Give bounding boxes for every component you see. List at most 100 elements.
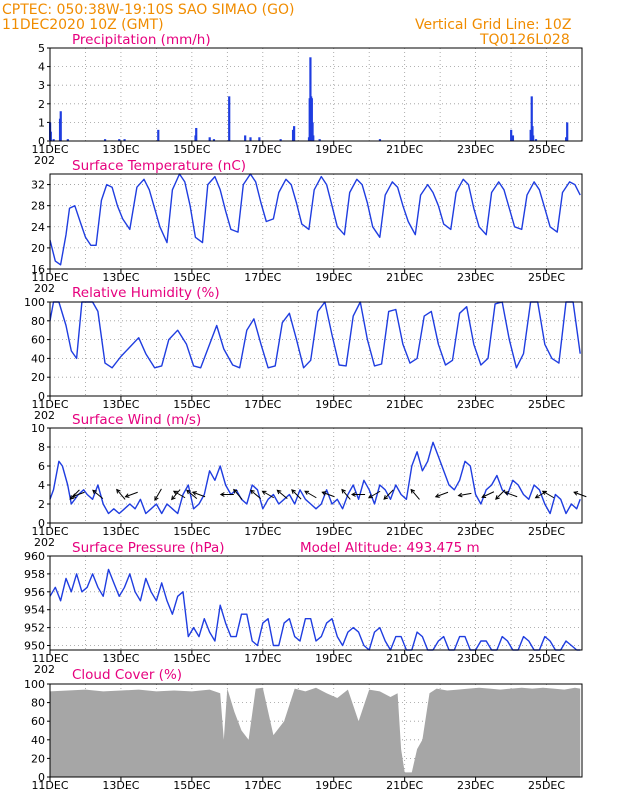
- station-header: CPTEC: 050:38W-19:10S SAO SIMAO (GO): [2, 2, 294, 18]
- x-tick-label: 19DEC: [315, 398, 352, 411]
- y-tick-label: 0: [38, 517, 45, 530]
- y-tick-label: 20: [31, 371, 45, 384]
- x-tick-label: 25DEC: [528, 398, 565, 411]
- precip-bar: [532, 135, 535, 141]
- wind-arrow: [186, 489, 198, 500]
- y-tick-label: 80: [31, 697, 45, 710]
- wind-arrow: [71, 491, 85, 498]
- precip-bar: [279, 139, 282, 141]
- x-tick-label: 13DEC: [102, 525, 139, 538]
- precip-bar: [293, 126, 296, 141]
- precip-bar: [510, 129, 513, 141]
- x-tick-label: 25DEC: [528, 271, 565, 284]
- precip-bar: [534, 139, 538, 141]
- precip-bar: [118, 139, 121, 141]
- cloud-cover-title: Cloud Cover (%): [72, 667, 182, 683]
- data-line: [49, 173, 581, 266]
- y-tick-label: 100: [24, 296, 45, 309]
- precip-bar: [258, 137, 261, 141]
- x-tick-label: 19DEC: [315, 652, 352, 665]
- y-tick-label: 10: [31, 422, 45, 435]
- panel-cloud-cover: Cloud Cover (%) 0 20 40 60 80 100 11DEC 13DEC 15…: [24, 667, 583, 792]
- plot-area: [50, 48, 582, 141]
- wind-arrow: [481, 491, 495, 499]
- x-tick-label: 13DEC: [102, 143, 139, 156]
- x-tick-label: 19DEC: [315, 525, 352, 538]
- model-code: TQ0126L028: [479, 32, 570, 48]
- y-tick-label: 4: [38, 479, 45, 492]
- precip-bar: [195, 127, 198, 141]
- wind-title: Surface Wind (m/s): [72, 412, 201, 428]
- x-tick-label: 21DEC: [386, 271, 423, 284]
- wind-arrow: [495, 489, 506, 500]
- y-tick-label: 20: [31, 242, 45, 255]
- y-tick-label: 5: [38, 42, 45, 55]
- wind-arrow: [261, 490, 274, 499]
- x-tick-label: 17DEC: [244, 271, 281, 284]
- precip-bar: [531, 126, 534, 141]
- y-tick-label: 3: [38, 79, 45, 92]
- panel-pressure: Surface Pressure (hPa) Model Altitude: 4…: [24, 540, 583, 676]
- x-tick-label: 17DEC: [244, 143, 281, 156]
- x-tick-label: 25DEC: [528, 779, 565, 792]
- humidity-title: Relative Humidity (%): [72, 285, 220, 301]
- plot-frame: [49, 555, 583, 651]
- cloud-cover-area: [50, 687, 581, 777]
- x-tick-label: 21DEC: [386, 525, 423, 538]
- wind-arrow: [410, 488, 420, 500]
- y-tick-label: 954: [24, 604, 45, 617]
- y-tick-label: 0: [38, 771, 45, 784]
- y-tick-label: 2: [38, 98, 45, 111]
- x-tick-label: 15DEC: [173, 143, 210, 156]
- x-tick-label: 13DEC: [102, 652, 139, 665]
- wind-arrow: [304, 490, 317, 499]
- y-tick-label: 24: [31, 221, 45, 234]
- plot-frame: [49, 427, 583, 524]
- x-tick-label: 23DEC: [457, 143, 494, 156]
- y-tick-label: 952: [24, 622, 45, 635]
- precip-bar: [157, 129, 160, 141]
- wind-arrow: [351, 492, 366, 497]
- x-tick-label: 11DEC: [31, 143, 68, 156]
- y-tick-label: 60: [31, 334, 45, 347]
- temperature-title: Surface Temperature (nC): [72, 158, 246, 174]
- x-tick-label: 11DEC: [31, 652, 68, 665]
- x-tick-label: 23DEC: [457, 525, 494, 538]
- plot-area: [50, 556, 582, 650]
- wind-plot: 0 2 4 6 8 10 11DEC 13DEC 15DEC 17DEC 19DEC 21DEC 23D…: [31, 422, 587, 549]
- panel-precipitation: Precipitation (mm/h) 0 1 2 3 4 5 11DEC 13DEC 15D…: [31, 32, 583, 167]
- pressure-plot: 950 952 954 956 958 960 11DEC 13DEC 15DEC 17DEC 19…: [24, 550, 583, 676]
- wind-arrow: [249, 489, 262, 500]
- wind-arrow: [154, 488, 162, 502]
- plot-frame: [49, 173, 583, 270]
- precip-bar: [312, 135, 315, 141]
- y-tick-label: 80: [31, 315, 45, 328]
- x-year-stub: 202: [34, 663, 55, 676]
- precip-bar: [244, 135, 247, 141]
- x-year-stub: 202: [34, 282, 55, 295]
- x-tick-label: 17DEC: [244, 652, 281, 665]
- wind-arrow: [291, 489, 302, 500]
- x-year-stub: 202: [34, 154, 55, 167]
- temperature-plot: 16 20 24 28 32 11DEC 13DEC 15DEC 17DEC 19DEC 21DEC…: [31, 173, 583, 295]
- wind-arrow: [573, 491, 587, 498]
- wind-arrow: [434, 491, 449, 498]
- pressure-title: Surface Pressure (hPa): [72, 540, 225, 556]
- x-tick-label: 15DEC: [173, 271, 210, 284]
- y-tick-label: 40: [31, 734, 45, 747]
- y-tick-label: 32: [31, 179, 45, 192]
- y-tick-label: 16: [31, 263, 45, 276]
- data-line: [49, 301, 581, 369]
- wind-arrow: [383, 489, 394, 500]
- precip-bar: [318, 139, 321, 141]
- cloud-cover-plot: 0 20 40 60 80 100 11DEC 13DEC 15DEC 17DEC 19DEC 21D…: [24, 678, 583, 792]
- x-tick-label: 23DEC: [457, 779, 494, 792]
- wind-arrow: [233, 488, 243, 500]
- x-tick-label: 13DEC: [102, 398, 139, 411]
- x-tick-label: 13DEC: [102, 271, 139, 284]
- x-tick-label: 21DEC: [386, 779, 423, 792]
- x-tick-label: 15DEC: [173, 525, 210, 538]
- run-date: 11DEC2020 10Z (GMT): [2, 17, 164, 33]
- wind-arrow: [219, 492, 234, 497]
